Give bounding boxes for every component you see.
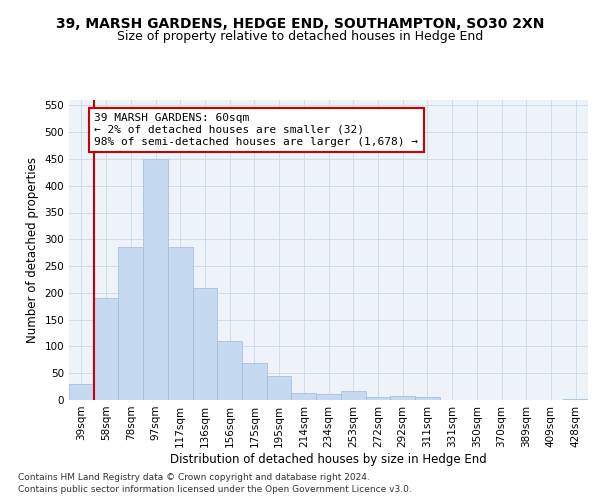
Text: Contains public sector information licensed under the Open Government Licence v3: Contains public sector information licen… bbox=[18, 485, 412, 494]
Bar bbox=[168, 248, 193, 400]
Bar bbox=[193, 288, 217, 400]
X-axis label: Distribution of detached houses by size in Hedge End: Distribution of detached houses by size … bbox=[170, 452, 487, 466]
Bar bbox=[292, 393, 316, 400]
Bar bbox=[143, 159, 168, 400]
Bar bbox=[242, 362, 267, 400]
Text: 39 MARSH GARDENS: 60sqm
← 2% of detached houses are smaller (32)
98% of semi-det: 39 MARSH GARDENS: 60sqm ← 2% of detached… bbox=[94, 114, 418, 146]
Bar bbox=[94, 298, 118, 400]
Bar bbox=[118, 248, 143, 400]
Text: 39, MARSH GARDENS, HEDGE END, SOUTHAMPTON, SO30 2XN: 39, MARSH GARDENS, HEDGE END, SOUTHAMPTO… bbox=[56, 18, 544, 32]
Bar bbox=[267, 376, 292, 400]
Bar bbox=[69, 384, 94, 400]
Bar bbox=[390, 396, 415, 400]
Bar bbox=[563, 399, 588, 400]
Bar bbox=[217, 341, 242, 400]
Text: Contains HM Land Registry data © Crown copyright and database right 2024.: Contains HM Land Registry data © Crown c… bbox=[18, 472, 370, 482]
Bar bbox=[341, 391, 365, 400]
Bar bbox=[316, 394, 341, 400]
Y-axis label: Number of detached properties: Number of detached properties bbox=[26, 157, 39, 343]
Bar bbox=[415, 398, 440, 400]
Bar bbox=[365, 398, 390, 400]
Text: Size of property relative to detached houses in Hedge End: Size of property relative to detached ho… bbox=[117, 30, 483, 43]
